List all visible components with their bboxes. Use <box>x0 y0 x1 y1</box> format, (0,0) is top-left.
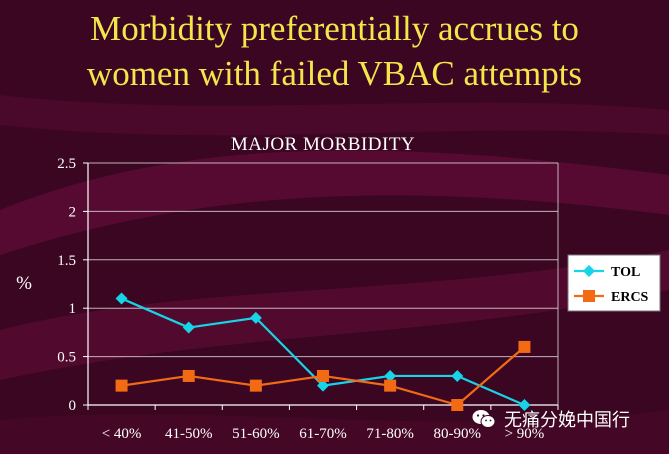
y-tick-label: 2 <box>69 204 77 220</box>
legend-swatch-marker <box>583 265 595 277</box>
data-point-ercs <box>182 369 195 382</box>
legend-label: ERCS <box>611 290 649 305</box>
slide-title: Morbidity preferentially accrues to wome… <box>0 6 669 96</box>
watermark: 无痛分娩中国行 <box>472 402 630 436</box>
wechat-icon <box>472 410 496 428</box>
data-point-ercs <box>249 379 262 392</box>
data-point-ercs <box>518 340 531 353</box>
y-tick-label: 1.5 <box>57 253 76 269</box>
y-tick-labels: 0 0.5 1 1.5 2 2.5 <box>57 156 76 414</box>
x-tick-label: < 40% <box>102 426 142 442</box>
x-tick-label: > 90% <box>505 426 545 442</box>
y-tick-label: 2.5 <box>57 156 76 172</box>
legend-label: TOL <box>611 265 640 280</box>
data-point-tol <box>518 399 531 411</box>
data-point-tol <box>384 369 397 382</box>
slide-title-line-2: women with failed VBAC attempts <box>86 54 583 93</box>
slide-title-line-1: Morbidity preferentially accrues to <box>90 9 579 48</box>
data-point-tol <box>115 292 128 305</box>
legend-swatch-marker <box>583 290 595 302</box>
data-point-tol <box>451 369 464 382</box>
data-point-tol <box>249 311 262 324</box>
x-tick-label: 41-50% <box>165 426 213 442</box>
x-tick-labels: < 40% 41-50% 51-60% 61-70% 71-80% 80-90% > 90% <box>102 426 545 442</box>
x-tick-label: 61-70% <box>299 426 347 442</box>
data-point-ercs <box>451 399 464 411</box>
watermark-text: 无痛分娩中国行 <box>504 410 630 431</box>
data-point-ercs <box>317 369 329 382</box>
data-point-tol <box>317 379 329 392</box>
axes <box>83 162 559 410</box>
y-tick-label: 0 <box>69 398 77 414</box>
data-point-tol <box>182 321 195 334</box>
gridlines <box>88 162 558 358</box>
y-axis-label: % <box>16 273 32 294</box>
y-tick-label: 0.5 <box>57 350 76 366</box>
data-point-ercs <box>115 379 128 392</box>
data-point-ercs <box>384 379 397 392</box>
chart-title: MAJOR MORBIDITY <box>231 134 415 155</box>
x-tick-label: 71-80% <box>366 426 414 442</box>
y-tick-label: 1 <box>69 301 77 317</box>
x-tick-label: 51-60% <box>232 426 280 442</box>
series-markers <box>115 292 531 411</box>
x-tick-label: 80-90% <box>434 426 482 442</box>
legend: TOL ERCS <box>567 254 661 312</box>
